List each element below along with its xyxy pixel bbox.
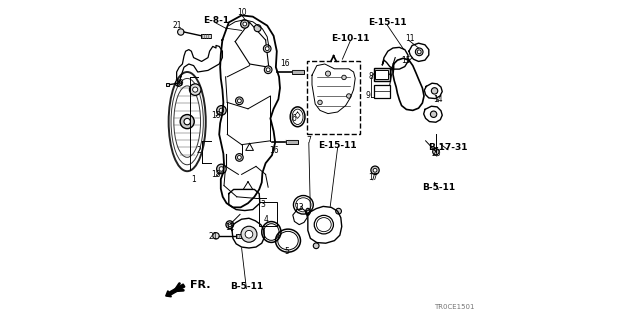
Circle shape <box>226 221 234 228</box>
Circle shape <box>245 230 253 238</box>
Circle shape <box>236 154 243 161</box>
Bar <box>259 202 277 226</box>
Text: 16: 16 <box>280 60 290 68</box>
Circle shape <box>237 156 241 159</box>
Bar <box>374 85 390 98</box>
Text: E-10-11: E-10-11 <box>331 34 370 43</box>
Circle shape <box>177 82 180 85</box>
Circle shape <box>228 223 232 227</box>
Circle shape <box>373 168 377 172</box>
Text: B-5-11: B-5-11 <box>422 183 455 192</box>
Circle shape <box>243 22 247 26</box>
Circle shape <box>306 210 310 214</box>
Text: 9: 9 <box>365 92 371 100</box>
Text: B-17-31: B-17-31 <box>428 143 468 152</box>
Circle shape <box>264 66 272 74</box>
Circle shape <box>241 20 249 28</box>
Text: TR0CE1501: TR0CE1501 <box>434 304 475 309</box>
Circle shape <box>264 45 271 52</box>
Circle shape <box>219 108 224 113</box>
Text: 2: 2 <box>196 146 201 155</box>
Text: 6: 6 <box>292 114 297 123</box>
Text: 11: 11 <box>405 34 414 43</box>
Circle shape <box>347 94 351 98</box>
Circle shape <box>417 50 421 54</box>
Text: 13: 13 <box>294 204 304 212</box>
Circle shape <box>431 111 437 117</box>
Circle shape <box>342 75 346 80</box>
Bar <box>236 234 246 238</box>
Bar <box>166 83 169 86</box>
Circle shape <box>184 118 191 125</box>
Text: E-15-11: E-15-11 <box>368 18 406 27</box>
Circle shape <box>433 148 439 155</box>
Circle shape <box>265 47 269 51</box>
Text: 15: 15 <box>401 56 412 65</box>
Circle shape <box>314 243 319 249</box>
Circle shape <box>317 100 323 105</box>
Circle shape <box>219 167 224 171</box>
Text: 12: 12 <box>226 223 235 232</box>
Text: 18: 18 <box>211 170 221 179</box>
Bar <box>201 34 211 38</box>
Circle shape <box>431 88 438 94</box>
Text: 10: 10 <box>237 8 246 17</box>
Circle shape <box>216 164 227 174</box>
Text: 18: 18 <box>211 111 221 120</box>
Text: E-8-1: E-8-1 <box>203 16 229 25</box>
Text: 4: 4 <box>263 215 268 224</box>
Bar <box>285 140 298 144</box>
Circle shape <box>175 80 182 86</box>
Text: 8: 8 <box>369 72 374 81</box>
Text: 19: 19 <box>174 79 184 88</box>
Text: 21: 21 <box>208 232 218 241</box>
Circle shape <box>237 99 241 103</box>
Bar <box>374 68 390 81</box>
Text: 17: 17 <box>368 173 378 182</box>
Circle shape <box>415 48 423 56</box>
Text: 20: 20 <box>432 149 442 158</box>
Text: 7: 7 <box>307 136 311 145</box>
Bar <box>307 61 360 134</box>
FancyArrow shape <box>166 284 185 297</box>
Text: 3: 3 <box>260 200 265 209</box>
Text: E-15-11: E-15-11 <box>318 141 357 150</box>
Circle shape <box>371 166 380 174</box>
Circle shape <box>326 71 331 76</box>
Text: 5: 5 <box>284 247 289 256</box>
Circle shape <box>178 29 184 35</box>
Circle shape <box>266 68 270 72</box>
Circle shape <box>216 106 227 115</box>
Circle shape <box>336 208 342 214</box>
Circle shape <box>193 87 198 92</box>
Bar <box>375 70 388 79</box>
Text: FR.: FR. <box>191 280 211 291</box>
Text: 16: 16 <box>269 146 278 155</box>
Bar <box>292 70 304 74</box>
Circle shape <box>236 97 243 105</box>
Circle shape <box>212 233 219 239</box>
Circle shape <box>180 115 195 129</box>
Circle shape <box>189 84 201 95</box>
Circle shape <box>254 25 261 32</box>
Text: 14: 14 <box>433 95 444 104</box>
Text: B-5-11: B-5-11 <box>230 282 263 291</box>
Circle shape <box>241 226 257 242</box>
Text: 1: 1 <box>191 175 196 184</box>
Text: 21: 21 <box>173 21 182 30</box>
